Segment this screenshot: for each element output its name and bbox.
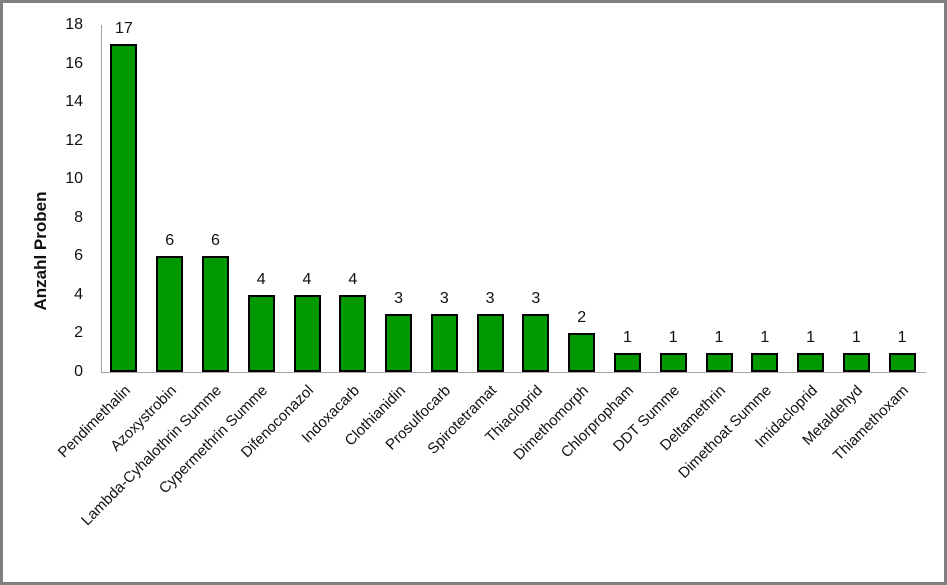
bar-ddt-summe [659, 352, 687, 372]
bar-deltamethrin [705, 352, 733, 372]
bar-value-label: 1 [760, 328, 770, 346]
bar-value-label: 3 [485, 290, 495, 308]
bar-imidacloprid [797, 352, 825, 372]
bar-value-label: 3 [439, 290, 449, 308]
bar-azoxystrobin [156, 256, 184, 372]
bar-clothianidin [385, 314, 413, 372]
bar-thiamethoxam [888, 352, 916, 372]
bar-dimethoat-summe [751, 352, 779, 372]
bar-metaldehyd [842, 352, 870, 372]
bar-value-label: 4 [302, 270, 312, 288]
bar-prosulfocarb [430, 314, 458, 372]
y-axis-line [101, 25, 102, 373]
y-tick-label: 12 [65, 131, 83, 149]
bar-indoxacarb [339, 294, 367, 372]
bar-value-label: 4 [256, 270, 266, 288]
y-tick-label: 14 [65, 93, 83, 111]
y-tick-label: 4 [74, 285, 83, 303]
bar-value-label: 17 [114, 20, 133, 38]
y-tick-label: 10 [65, 170, 83, 188]
y-tick-label: 0 [74, 363, 83, 380]
bar-value-label: 3 [531, 290, 541, 308]
bar-value-label: 6 [210, 232, 220, 250]
bar-value-label: 1 [806, 328, 815, 346]
bar-value-label: 1 [851, 328, 861, 346]
bar-value-label: 4 [348, 270, 358, 288]
y-tick-label: 18 [65, 16, 83, 33]
bar-value-label: 1 [714, 328, 724, 346]
bar-value-label: 1 [897, 328, 907, 346]
y-tick-label: 8 [74, 208, 83, 226]
bar-value-label: 1 [622, 328, 632, 346]
bar-dimethomorph [568, 333, 596, 372]
bar-value-label: 6 [165, 232, 175, 250]
plot-area: 17 Pendimethalin 6 Azoxystrobin 6 Lambda-Cyha… [55, 20, 925, 529]
bar-pendimethalin [110, 44, 138, 372]
bar-value-label: 3 [394, 290, 403, 308]
y-tick-label: 2 [74, 324, 83, 342]
bar-value-label: 2 [577, 309, 587, 327]
bar-cypermethrin-summe [247, 294, 275, 372]
x-axis-line [101, 372, 926, 373]
bar-difenoconazol [293, 294, 321, 372]
bar-thiacloprid [522, 314, 550, 372]
bar-spirotetramat [476, 314, 504, 372]
bar-chlorpropham [613, 352, 641, 372]
y-tick-label: 16 [65, 54, 83, 72]
bar-lambda-cyhalothrin-summe [201, 256, 229, 372]
y-tick-label: 6 [74, 247, 83, 265]
bar-value-label: 1 [668, 328, 678, 346]
